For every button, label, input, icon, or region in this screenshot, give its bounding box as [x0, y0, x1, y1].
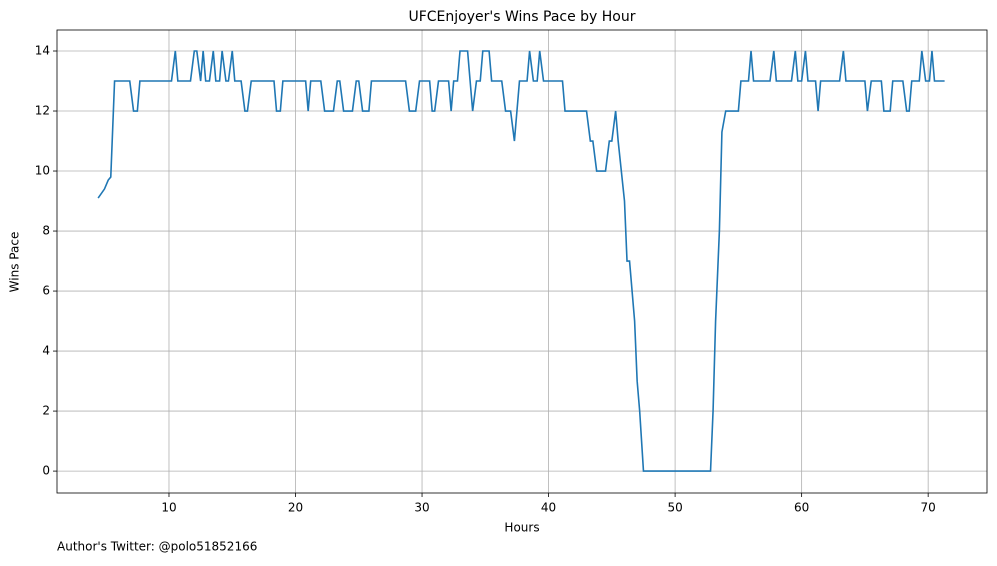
x-tick-label: 30 — [414, 501, 429, 515]
y-tick-label: 4 — [42, 344, 50, 358]
y-tick-label: 12 — [35, 104, 50, 118]
y-tick-label: 0 — [42, 464, 50, 478]
x-tick-label: 60 — [794, 501, 809, 515]
x-axis-label: Hours — [504, 521, 539, 535]
plot-frame — [56, 29, 988, 494]
y-tick-label: 8 — [42, 224, 50, 238]
y-axis-label: Wins Pace — [8, 232, 22, 293]
y-tick-label: 14 — [35, 44, 50, 58]
annotation: Author's Twitter: @polo51852166 — [57, 540, 257, 554]
x-tick-label: 40 — [541, 501, 556, 515]
y-tick-label: 2 — [42, 404, 50, 418]
data-line — [97, 50, 945, 472]
y-tick-label: 6 — [42, 284, 50, 298]
y-tick-label: 10 — [35, 164, 50, 178]
x-tick-label: 20 — [288, 501, 303, 515]
chart-title: UFCEnjoyer's Wins Pace by Hour — [408, 9, 635, 25]
x-tick-label: 50 — [667, 501, 682, 515]
x-tick-label: 10 — [161, 501, 176, 515]
x-tick-label: 70 — [921, 501, 936, 515]
